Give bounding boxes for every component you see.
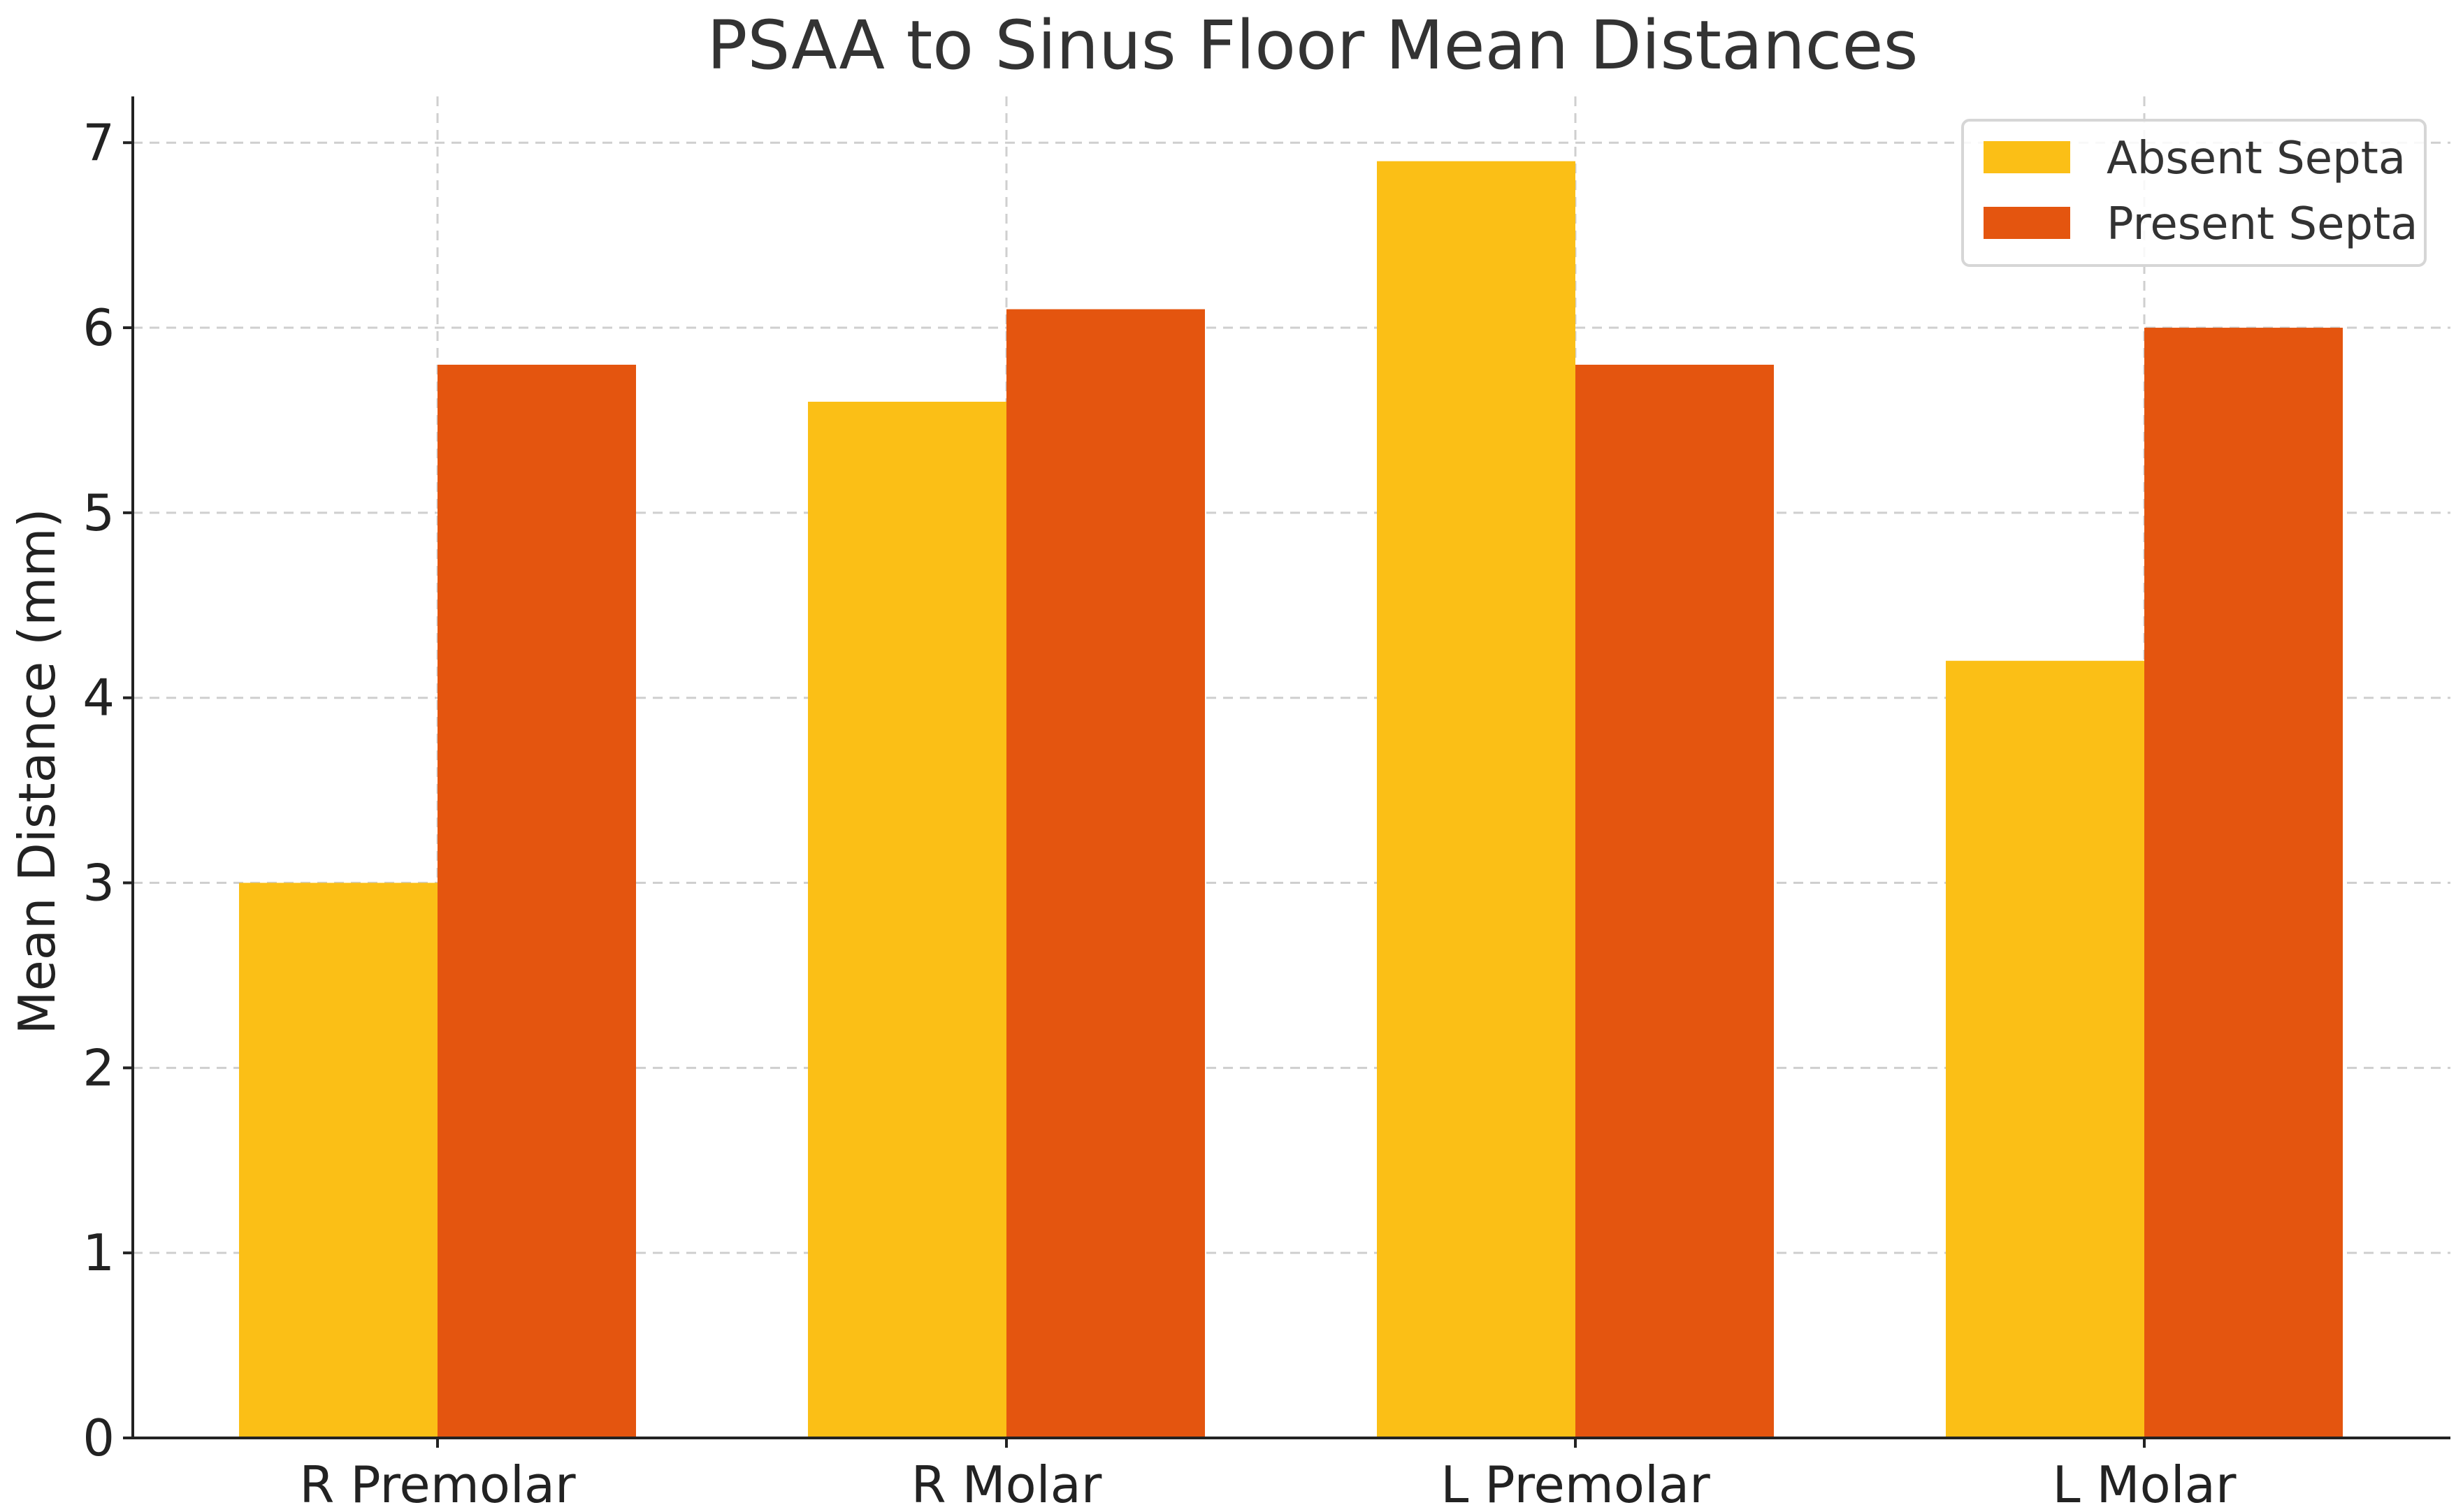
axes bbox=[123, 96, 2450, 1448]
x-tick-label: L Molar bbox=[2053, 1455, 2237, 1512]
legend-box bbox=[1961, 119, 2427, 267]
x-tick-label: R Premolar bbox=[299, 1455, 576, 1512]
bar-present-septa-l-premolar bbox=[1575, 365, 1774, 1438]
y-tick-label: 3 bbox=[82, 854, 115, 913]
legend-swatch bbox=[1984, 207, 2070, 239]
bar-absent-septa-l-molar bbox=[1946, 660, 2144, 1438]
legend-label: Absent Septa bbox=[2107, 133, 2406, 184]
bar-present-septa-l-molar bbox=[2144, 328, 2343, 1439]
y-tick-label: 4 bbox=[82, 669, 115, 727]
bar-absent-septa-l-premolar bbox=[1377, 161, 1575, 1438]
legend-label: Present Septa bbox=[2107, 198, 2418, 250]
bar-present-septa-r-molar bbox=[1006, 309, 1205, 1438]
chart-title: PSAA to Sinus Floor Mean Distances bbox=[707, 6, 1918, 85]
legend: Absent Septa Present Septa bbox=[1961, 119, 2427, 267]
y-tick-label: 5 bbox=[82, 484, 115, 542]
bar-absent-septa-r-molar bbox=[808, 401, 1006, 1438]
y-tick-label: 0 bbox=[82, 1409, 115, 1467]
y-tick-label: 6 bbox=[82, 298, 115, 357]
bar-present-septa-r-premolar bbox=[438, 365, 636, 1438]
y-tick-label: 7 bbox=[82, 113, 115, 172]
tick-labels: 0 1 2 3 4 5 6 7 R Premolar R Molar L Premolar L Mol… bbox=[82, 113, 2237, 1512]
x-tick-label: L Premolar bbox=[1440, 1455, 1710, 1512]
bars bbox=[239, 161, 2343, 1439]
y-tick-label: 2 bbox=[82, 1038, 115, 1097]
y-tick-label: 1 bbox=[82, 1223, 115, 1282]
y-axis-label: Mean Distance (mm) bbox=[8, 508, 66, 1034]
bar-absent-septa-r-premolar bbox=[239, 882, 438, 1438]
legend-swatch bbox=[1984, 141, 2070, 173]
x-tick-label: R Molar bbox=[911, 1455, 1102, 1512]
